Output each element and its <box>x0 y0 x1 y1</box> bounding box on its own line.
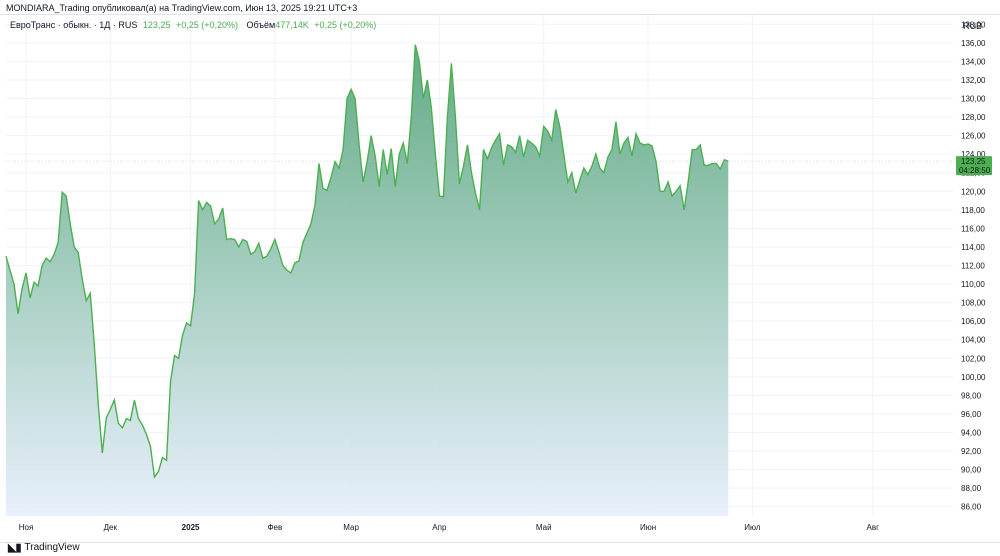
y-tick-label: 120,00 <box>961 187 986 196</box>
y-tick-label: 100,00 <box>961 373 986 382</box>
volume-label: Объём <box>246 20 276 30</box>
y-tick-label: 92,00 <box>961 447 982 456</box>
price-change: +0,25 (+0,20%) <box>175 20 239 30</box>
y-tick-label: 116,00 <box>961 224 985 233</box>
published-caption: MONDIARA_Trading опубликовал(а) на Tradi… <box>6 3 358 13</box>
symbol-title[interactable]: ЕвроТранс · обыкн. · 1Д · RUS <box>10 20 138 30</box>
y-tick-label: 90,00 <box>961 466 982 475</box>
brand-name: TradingView <box>24 542 80 553</box>
price-value: 123,25 <box>142 20 171 30</box>
tradingview-logo-icon[interactable]: ◣▮ <box>8 542 21 554</box>
y-tick-label: 130,00 <box>961 95 986 104</box>
x-tick-label: Мар <box>343 523 359 532</box>
y-tick-label: 86,00 <box>961 503 982 512</box>
y-tick-label: 104,00 <box>961 336 986 345</box>
y-tick-label: 136,00 <box>961 39 986 48</box>
currency-label[interactable]: RUB <box>963 21 983 31</box>
x-tick-label: Авг <box>866 523 879 532</box>
x-tick-label: Ноя <box>19 523 34 532</box>
y-tick-label: 96,00 <box>961 410 982 419</box>
x-tick-label: Июл <box>744 523 761 532</box>
x-tick-label: Июн <box>640 523 656 532</box>
volume-change: +0,25 (+0,20%) <box>314 20 377 30</box>
volume-value: 477,14K <box>275 20 309 30</box>
x-tick-label: Фев <box>267 523 282 532</box>
y-tick-label: 126,00 <box>961 132 986 141</box>
x-tick-label: Дек <box>104 523 118 532</box>
chart-frame <box>0 14 1000 543</box>
x-tick-label: 2025 <box>182 523 200 532</box>
price-area <box>6 44 729 516</box>
y-tick-label: 112,00 <box>961 262 985 271</box>
y-tick-label: 118,00 <box>961 206 985 215</box>
y-tick-label: 114,00 <box>961 243 985 252</box>
last-price-badge: 123,25 04:28:50 <box>956 156 992 176</box>
price-axis[interactable]: 86,00 88,00 90,00 92,00 94,00 96,00 98,00 100,0… <box>961 20 986 511</box>
y-tick-label: 98,00 <box>961 391 982 400</box>
y-tick-label: 138,00 <box>961 20 986 29</box>
time-axis[interactable]: Ноя Дек 2025 Фев Мар Апр Май Июн Июл Авг <box>19 523 879 532</box>
last-price-label: 123,25 <box>961 157 986 166</box>
y-tick-label: 106,00 <box>961 317 986 326</box>
y-tick-label: 94,00 <box>961 429 982 438</box>
y-tick-label: 108,00 <box>961 299 986 308</box>
footer: ◣▮ TradingView <box>8 541 80 554</box>
y-tick-label: 132,00 <box>961 76 986 85</box>
y-tick-label: 134,00 <box>961 57 986 66</box>
chart-legend: ЕвроТранс · обыкн. · 1Д · RUS 123,25 +0,… <box>10 20 376 30</box>
y-tick-label: 102,00 <box>961 354 986 363</box>
y-tick-label: 110,00 <box>961 280 985 289</box>
x-tick-label: Май <box>536 523 552 532</box>
price-line <box>5 44 729 479</box>
y-tick-label: 128,00 <box>961 113 986 122</box>
y-tick-label: 88,00 <box>961 484 982 493</box>
countdown-label: 04:28:50 <box>959 166 991 175</box>
y-tick-label: 124,00 <box>961 150 986 159</box>
x-tick-label: Апр <box>432 523 447 532</box>
